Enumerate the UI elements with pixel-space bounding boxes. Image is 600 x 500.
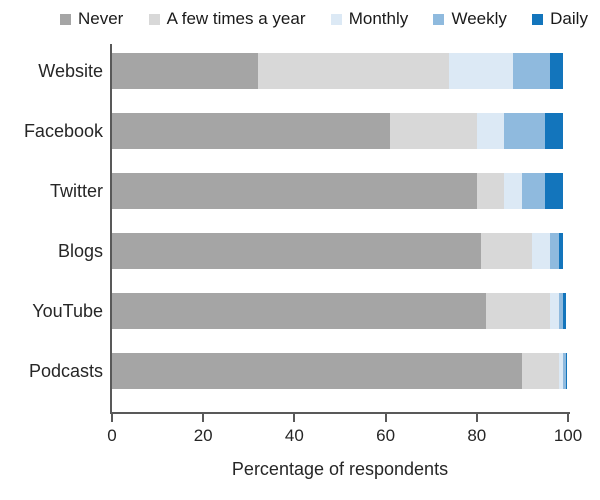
legend-item: Weekly — [433, 9, 507, 29]
category-label: Facebook — [23, 121, 103, 141]
bar-segment — [481, 233, 532, 269]
bar-row: Website — [0, 53, 600, 89]
bar-segment — [565, 353, 568, 389]
x-tick-label: 100 — [553, 426, 583, 445]
bar-segment — [558, 353, 564, 389]
legend-label: Weekly — [451, 9, 507, 28]
bar-segment — [449, 53, 514, 89]
bar-segment — [112, 113, 391, 149]
bar-track — [112, 173, 564, 209]
legend-item: Daily — [532, 9, 588, 29]
x-tick — [384, 413, 387, 422]
bar-track — [112, 353, 568, 389]
x-tick — [202, 413, 205, 422]
x-tick-label: 80 — [467, 426, 487, 445]
bar-track — [112, 233, 564, 269]
bar-segment — [112, 293, 486, 329]
bar-row: Blogs — [0, 233, 600, 269]
x-tick-label: 20 — [193, 426, 213, 445]
category-label: Website — [38, 61, 103, 81]
x-tick-label: 40 — [284, 426, 304, 445]
bar-segment — [513, 53, 550, 89]
bar-segment — [558, 233, 564, 269]
legend-label: Monthly — [348, 9, 409, 28]
x-axis-line — [110, 412, 570, 414]
bar-segment — [545, 173, 564, 209]
bar-segment — [531, 233, 550, 269]
x-tick — [567, 413, 569, 422]
bar-segment — [390, 113, 477, 149]
bar-segment — [112, 53, 258, 89]
legend-item: Monthly — [330, 9, 409, 29]
legend-color-swatch — [60, 13, 71, 25]
legend-label: Never — [78, 9, 124, 28]
bar-track — [112, 293, 566, 329]
bar-segment — [563, 293, 566, 329]
legend-label: Daily — [550, 9, 588, 28]
x-tick — [293, 413, 296, 422]
category-label: YouTube — [32, 301, 103, 321]
bar-segment — [545, 113, 564, 149]
bar-segment — [522, 353, 559, 389]
legend-color-swatch — [433, 13, 445, 25]
legend-color-swatch — [532, 13, 544, 25]
bar-segment — [112, 233, 482, 269]
bar-segment — [549, 53, 564, 89]
x-axis-title: Percentage of respondents — [231, 459, 449, 479]
bar-segment — [504, 173, 523, 209]
bar-segment — [476, 113, 505, 149]
x-tick — [111, 413, 113, 422]
bar-row: Podcasts — [0, 353, 600, 389]
legend-color-swatch — [330, 13, 342, 25]
category-label: Podcasts — [28, 361, 103, 381]
legend-color-swatch — [148, 13, 160, 25]
x-tick — [475, 413, 478, 422]
chart-legend: Never A few times a year Monthly Weekly Dail… — [60, 8, 588, 30]
bar-row: YouTube — [0, 293, 600, 329]
x-tick-label: 0 — [107, 426, 117, 445]
bar-row: Twitter — [0, 173, 600, 209]
bar-segment — [112, 173, 477, 209]
bar-segment — [112, 353, 523, 389]
category-label: Blogs — [57, 241, 103, 261]
bar-segment — [476, 173, 505, 209]
bar-segment — [549, 233, 559, 269]
bar-row: Facebook — [0, 113, 600, 149]
y-axis-line — [110, 44, 112, 414]
category-label: Twitter — [49, 181, 103, 201]
bar-segment — [549, 293, 559, 329]
bar-track — [112, 53, 564, 89]
x-tick-label: 60 — [376, 426, 396, 445]
bar-segment — [558, 293, 564, 329]
bar-segment — [522, 173, 546, 209]
legend-label: A few times a year — [166, 9, 306, 28]
legend-item: Never — [60, 9, 123, 29]
bar-segment — [504, 113, 546, 149]
bar-track — [112, 113, 564, 149]
bar-segment — [563, 353, 566, 389]
legend-item: A few times a year — [148, 9, 306, 29]
bar-segment — [485, 293, 550, 329]
bar-segment — [257, 53, 450, 89]
